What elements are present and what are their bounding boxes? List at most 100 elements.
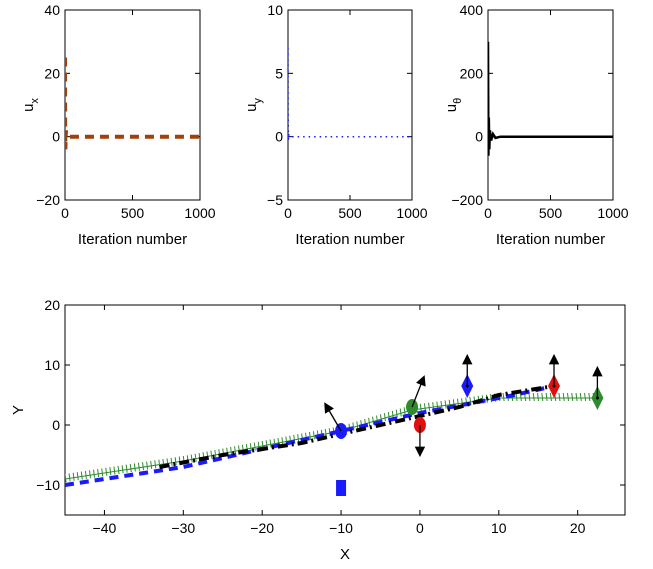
y-axis-label: Y: [10, 405, 27, 415]
y-axis-label-subscript: y: [252, 98, 264, 104]
x-tick-label: 1000: [396, 205, 427, 221]
x-axis-label: Iteration number: [78, 231, 187, 248]
x-tick-label: 20: [570, 520, 586, 536]
hatch-mark: [125, 464, 128, 473]
hatch-mark: [117, 465, 120, 474]
hatch-mark: [399, 408, 402, 417]
y-tick-label: 40: [44, 2, 60, 18]
hatch-mark: [146, 461, 149, 470]
hatch-mark: [309, 431, 312, 441]
hatch-mark: [80, 471, 83, 480]
hatch-mark: [562, 392, 565, 402]
hatch-mark: [575, 392, 578, 402]
hatch-mark: [84, 470, 87, 479]
y-tick-label: −10: [36, 477, 60, 493]
hatch-mark: [312, 431, 315, 440]
hatch-mark: [368, 417, 371, 426]
hatch-mark: [214, 449, 217, 459]
hatch-mark: [269, 439, 272, 448]
x-tick-label: 500: [539, 205, 563, 221]
hatch-mark: [72, 472, 75, 481]
series-line: [159, 384, 555, 469]
hatch-mark: [109, 467, 112, 476]
y-axis-label-main: u: [20, 104, 37, 112]
hatch-mark: [105, 467, 108, 476]
y-axis-label-subscript: x: [29, 98, 41, 104]
hatch-mark: [234, 446, 237, 455]
hatch-mark: [97, 468, 100, 478]
x-tick-label: −30: [171, 520, 195, 536]
x-axis-label: Iteration number: [295, 231, 404, 248]
x-tick-label: −20: [250, 520, 274, 536]
x-axis-label: Iteration number: [496, 231, 605, 248]
hatch-mark: [249, 443, 252, 452]
x-tick-label: 10: [491, 520, 507, 536]
x-tick-label: −40: [93, 520, 117, 536]
y-axis-label: uy: [243, 98, 264, 112]
y-tick-label: 400: [460, 2, 484, 18]
y-axis-label: ux: [20, 98, 41, 112]
y-tick-label: 0: [52, 417, 60, 433]
hatch-mark: [137, 462, 140, 471]
series-line: [488, 41, 613, 156]
y-tick-label: 20: [44, 65, 60, 81]
hatch-mark: [588, 392, 591, 402]
hatch-mark: [541, 392, 544, 402]
hatch-mark: [579, 392, 582, 402]
square-marker: [336, 480, 347, 496]
series-line: [65, 57, 200, 150]
hatch-mark: [68, 473, 71, 482]
x-tick-label: 500: [338, 205, 362, 221]
hatch-mark: [170, 457, 173, 466]
hatch-mark: [428, 402, 431, 411]
series-hatch: [65, 392, 595, 483]
y-tick-label: 0: [275, 129, 283, 145]
y-tick-label: 10: [267, 2, 283, 18]
y-tick-label: 5: [275, 65, 283, 81]
y-tick-label: −5: [267, 192, 283, 208]
hatch-mark: [515, 392, 518, 402]
x-tick-label: 1000: [184, 205, 215, 221]
hatch-mark: [174, 457, 177, 466]
hatch-mark: [545, 392, 548, 402]
hatch-mark: [519, 392, 522, 402]
x-tick-label: 1000: [597, 205, 628, 221]
hatch-mark: [93, 469, 96, 478]
hatch-mark: [372, 416, 375, 425]
y-tick-label: 10: [44, 357, 60, 373]
hatch-mark: [356, 421, 359, 430]
hatch-mark: [101, 468, 104, 477]
subplot-4: −40 −30 −20 −10 0 10 20 −10 0 10 20 X Y: [10, 297, 626, 563]
y-tick-label: 200: [460, 65, 484, 81]
y-tick-label: 0: [475, 129, 483, 145]
hatch-mark: [210, 450, 213, 459]
x-tick-label: 0: [416, 520, 424, 536]
plot-frame: [64, 304, 626, 516]
y-axis-label-main: u: [243, 104, 260, 112]
hatch-mark: [76, 472, 79, 481]
y-axis-label: uθ: [443, 98, 464, 112]
hatch-mark: [133, 463, 136, 472]
y-tick-label: 20: [44, 297, 60, 313]
hatch-mark: [352, 422, 355, 431]
hatch-mark: [297, 434, 300, 443]
x-tick-label: 0: [284, 205, 292, 221]
y-tick-label: 0: [52, 129, 60, 145]
hatch-mark: [537, 392, 540, 402]
hatch-mark: [440, 400, 443, 410]
hatch-mark: [444, 400, 447, 409]
hatch-mark: [403, 407, 406, 416]
x-tick-label: 0: [484, 205, 492, 221]
hatch-mark: [532, 392, 535, 402]
orientation-arrow: [411, 375, 426, 408]
hatch-mark: [253, 442, 256, 451]
hatch-mark: [121, 465, 124, 474]
orientation-arrow: [324, 402, 342, 432]
y-tick-label: −20: [36, 192, 60, 208]
